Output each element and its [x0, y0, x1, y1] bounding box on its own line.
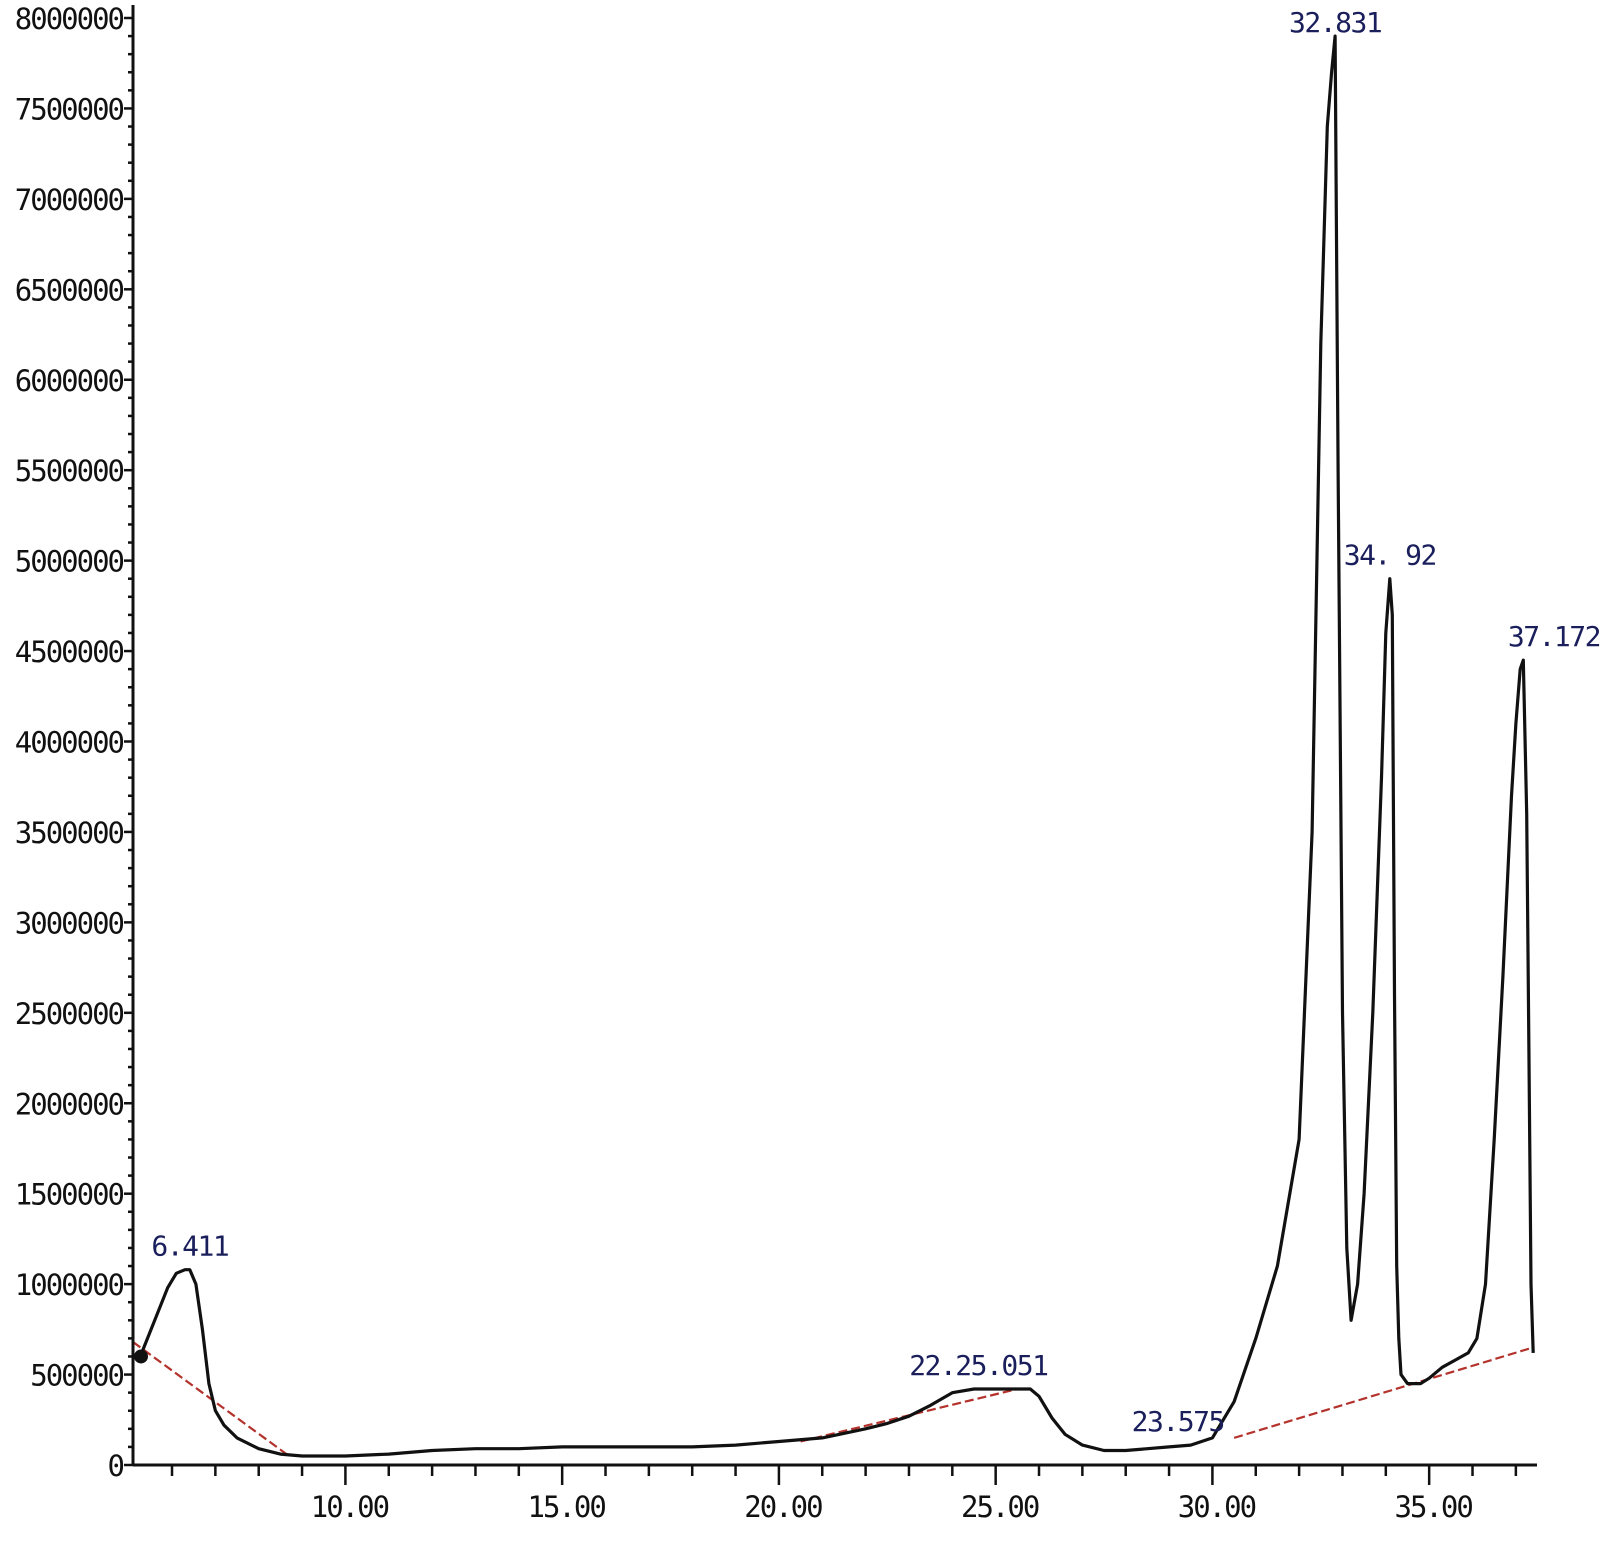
x-tick-label: 20.00 — [744, 1490, 822, 1524]
y-tick-label: 4000000 — [15, 726, 124, 760]
y-tick-label: 3500000 — [15, 816, 124, 850]
baseline-segment — [1233, 1346, 1534, 1439]
y-tick-label: 6500000 — [15, 273, 124, 307]
x-tick-label: 10.00 — [311, 1490, 389, 1524]
y-tick-label: 2500000 — [15, 997, 124, 1031]
y-tick-label: 5000000 — [15, 545, 124, 579]
y-tick-label: 6000000 — [15, 364, 124, 398]
chromatogram-trace — [132, 34, 1535, 1458]
y-axis: 0 500000 1000000 1500000 2000000 2500000 30000… — [15, 2, 135, 1483]
peak-label: 22.25.051 — [909, 1349, 1047, 1382]
y-tick-label: 500000 — [30, 1359, 123, 1393]
peak-label: 34. 92 — [1344, 539, 1436, 572]
y-tick-label: 5500000 — [15, 454, 124, 488]
peak-label: 6.411 — [151, 1230, 228, 1263]
x-tick-label: 35.00 — [1395, 1490, 1473, 1524]
integration-baselines — [132, 1341, 1534, 1457]
y-tick-label: 7500000 — [15, 92, 124, 126]
y-tick-label: 3000000 — [15, 906, 124, 940]
x-tick-label: 30.00 — [1178, 1490, 1256, 1524]
y-tick-label: 7000000 — [15, 183, 124, 217]
y-tick-label: 4500000 — [15, 635, 124, 669]
y-tick-label: 2000000 — [15, 1087, 124, 1121]
peak-label: 32.831 — [1289, 6, 1381, 39]
trace-start-marker — [134, 1349, 148, 1364]
tic-trace-line — [132, 34, 1535, 1458]
y-tick-label: 1000000 — [15, 1268, 124, 1302]
x-axis: 10.00 15.00 20.00 25.00 30.00 35.00 — [133, 1463, 1537, 1524]
x-tick-label: 15.00 — [528, 1490, 606, 1524]
y-tick-label: 8000000 — [15, 2, 124, 36]
x-tick-label: 25.00 — [961, 1490, 1039, 1524]
peak-labels: 6.411 22.25.051 23.575 32.831 34. 92 37.172 — [151, 6, 1600, 1438]
y-tick-label: 1500000 — [15, 1178, 124, 1212]
peak-label: 37.172 — [1508, 620, 1600, 653]
peak-label: 23.575 — [1132, 1405, 1224, 1438]
y-tick-label: 0 — [108, 1449, 124, 1483]
